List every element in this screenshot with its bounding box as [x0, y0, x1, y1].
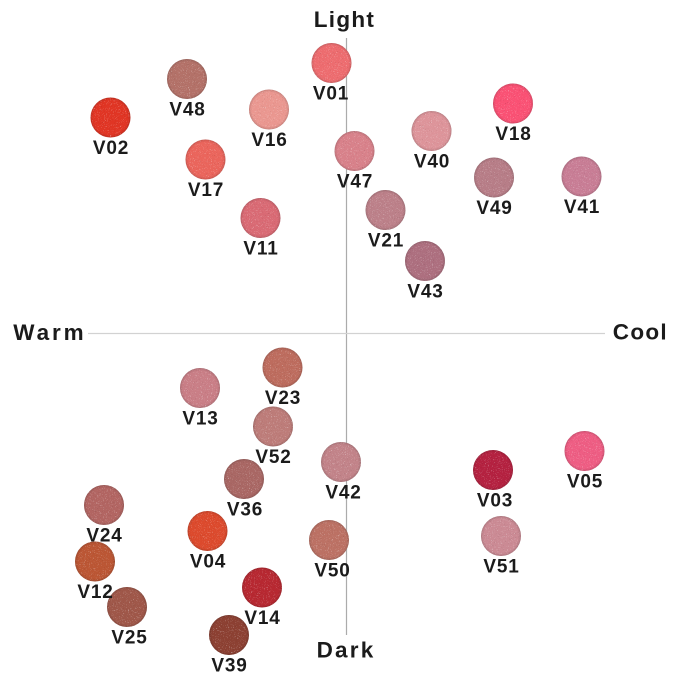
svg-text:V02: V02	[93, 138, 129, 159]
svg-text:V04: V04	[190, 551, 226, 572]
svg-text:V52: V52	[255, 447, 291, 468]
svg-text:V05: V05	[567, 471, 603, 492]
svg-text:V03: V03	[477, 490, 513, 511]
svg-text:V25: V25	[111, 627, 147, 648]
svg-text:V48: V48	[169, 99, 205, 120]
svg-text:Dark: Dark	[317, 637, 376, 662]
svg-text:V18: V18	[495, 124, 531, 145]
svg-text:V21: V21	[368, 230, 404, 251]
svg-text:Light: Light	[314, 7, 375, 32]
svg-text:V23: V23	[265, 388, 301, 409]
svg-text:V36: V36	[227, 499, 263, 520]
svg-text:V39: V39	[211, 655, 247, 676]
svg-text:V16: V16	[251, 130, 287, 151]
svg-text:Cool: Cool	[613, 319, 668, 344]
svg-text:V40: V40	[414, 151, 450, 172]
svg-text:V42: V42	[325, 482, 361, 503]
svg-text:V24: V24	[86, 525, 122, 546]
svg-text:V17: V17	[188, 180, 224, 201]
svg-text:V11: V11	[243, 238, 278, 259]
svg-text:V12: V12	[77, 582, 113, 603]
svg-text:Warm: Warm	[13, 320, 86, 345]
svg-text:V49: V49	[476, 198, 512, 219]
svg-text:V14: V14	[244, 608, 280, 629]
svg-text:V47: V47	[337, 171, 373, 192]
svg-text:V51: V51	[483, 556, 519, 577]
svg-text:V50: V50	[314, 560, 350, 581]
svg-text:V43: V43	[407, 281, 443, 302]
svg-text:V01: V01	[313, 83, 349, 104]
svg-text:V13: V13	[182, 408, 218, 429]
svg-text:V41: V41	[564, 197, 600, 218]
